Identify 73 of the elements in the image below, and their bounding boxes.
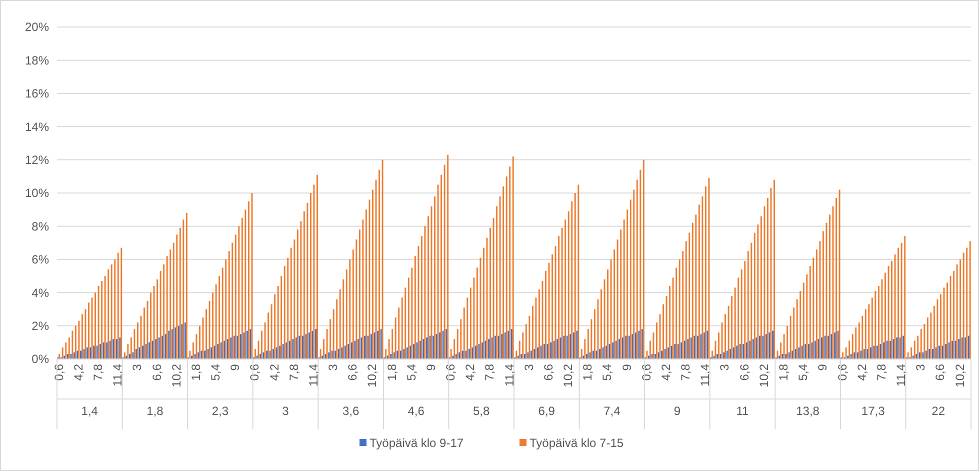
x-tick-label: 4,2 [658,364,673,381]
y-tick-label: 14% [24,120,50,134]
x-tick-label: 11,4 [306,364,320,386]
x-tick-label: 4,2 [71,364,86,381]
text: 22 [932,404,946,418]
x-tick-label: 10,2 [561,364,576,388]
text: 3 [282,404,290,418]
x-tick-label: 7,8 [874,364,888,381]
text: 3,6 [342,404,360,418]
x-tick-label: 5,4 [208,364,223,381]
x-tick-label: 7,8 [91,364,106,381]
x-tick-label: 6,6 [933,364,948,381]
y-tick-label: 20% [24,20,50,34]
x-tick-label: 9 [816,364,830,371]
y-tick-label: 4% [32,286,50,300]
x-tick-label: 5,4 [600,364,614,381]
text: 2,3 [212,404,229,418]
x-tick-label: 4,2 [267,364,282,381]
x-tick-label: 9 [620,364,634,371]
y-tick-label: 2% [32,319,50,333]
x-tick-label: 4,2 [463,364,478,381]
x-tick-label: 0,6 [444,364,458,381]
y-tick-label: 16% [24,86,50,101]
text: 11 [736,404,750,418]
x-tick-label: 0,6 [835,364,850,381]
y-tick-label: 8% [32,219,50,234]
x-tick-label: 1,8 [384,364,399,381]
legend-label: Työpäivä klo 9-17 [370,436,464,450]
x-tick-label: 1,8 [580,364,595,381]
text: 1,4 [81,404,98,418]
text: 6,9 [538,404,556,418]
text: 5,8 [473,404,490,418]
x-tick-label: 10,2 [756,364,771,388]
x-tick-label: 6,6 [541,364,556,381]
x-tick-label: 3 [522,364,536,371]
x-tick-label: 9 [228,364,242,371]
y-tick-label: 10% [24,186,50,200]
x-tick-label: 5,4 [796,364,810,381]
text: 9 [674,404,681,418]
x-tick-label: 6,6 [737,364,752,381]
text: 13,8 [796,404,820,418]
x-tick-label: 11,4 [110,364,125,386]
y-tick-label: 6% [32,252,50,267]
y-tick-label: 18% [24,53,50,68]
x-tick-label: 11,4 [502,364,516,386]
x-tick-label: 1,8 [776,364,791,381]
x-tick-label: 1,8 [188,364,203,381]
x-tick-label: 10,2 [952,364,967,388]
x-tick-label: 3 [326,364,340,371]
x-tick-label: 3 [130,364,144,371]
x-tick-label: 3 [718,364,732,371]
x-tick-label: 0,6 [248,364,262,381]
x-tick-label: 7,8 [678,364,693,381]
legend-label: Työpäivä klo 7-15 [530,436,624,450]
x-tick-label: 7,8 [482,364,497,381]
x-tick-label: 0,6 [639,364,654,381]
x-tick-label: 10,2 [169,364,184,388]
text: 4,6 [408,404,425,418]
x-tick-label: 3 [914,364,928,371]
x-tick-label: 5,4 [404,364,418,381]
text: 1,8 [146,404,164,418]
x-tick-label: 4,2 [854,364,869,381]
text: 17,3 [861,404,886,418]
x-tick-label: 10,2 [365,364,380,388]
x-tick-label: 6,6 [150,364,164,381]
x-tick-label: 9 [424,364,438,371]
x-tick-label: 11,4 [894,364,908,386]
x-tick-label: 7,8 [286,364,301,381]
x-tick-label: 11,4 [698,364,712,386]
x-tick-label: 6,6 [346,364,360,381]
y-tick-label: 0% [32,352,50,366]
text: 7,4 [604,404,621,418]
y-tick-label: 12% [24,153,50,167]
